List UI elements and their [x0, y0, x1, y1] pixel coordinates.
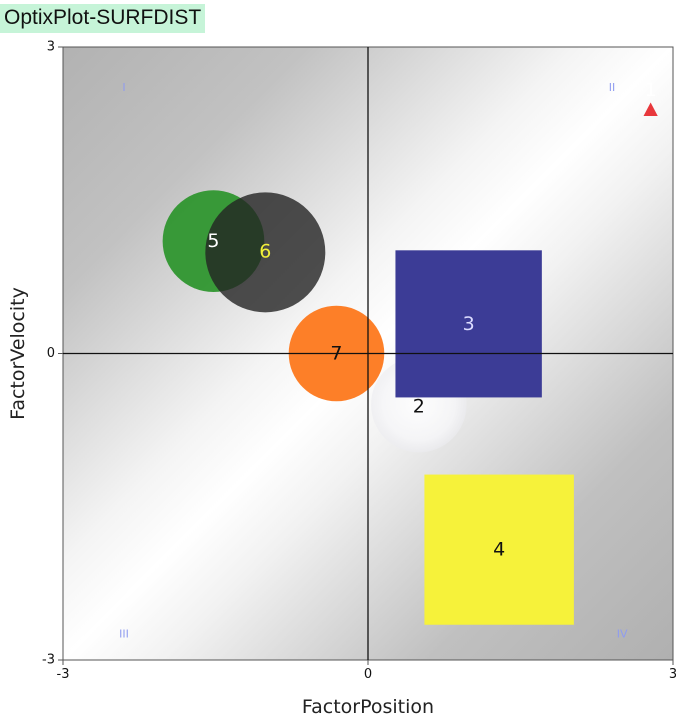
x-tick-label: 0 — [364, 667, 372, 682]
x-tick-label: 3 — [669, 667, 676, 682]
quadrant-label: II — [609, 81, 616, 94]
y-tick-label: -3 — [42, 653, 55, 668]
quadrant-label: III — [119, 627, 129, 640]
point-label-5: 5 — [207, 230, 219, 252]
quadrant-label: I — [122, 81, 125, 94]
point-label-2: 2 — [413, 396, 425, 418]
x-axis-title: FactorPosition — [302, 696, 434, 718]
x-tick-label: -3 — [57, 667, 70, 682]
y-tick-label: 0 — [47, 346, 55, 361]
point-4-square — [424, 474, 574, 625]
quadrant-label: IV — [617, 627, 628, 640]
point-3-square — [395, 250, 542, 398]
point-1-triangle — [643, 102, 658, 117]
point-label-6: 6 — [259, 240, 271, 262]
y-axis-title: FactorVelocity — [7, 287, 29, 420]
y-tick-label: 3 — [47, 40, 55, 55]
point-label-7: 7 — [330, 343, 342, 365]
point-label-1: 1 — [645, 79, 657, 101]
point-label-3: 3 — [463, 313, 475, 335]
point-6-circle — [205, 192, 326, 313]
point-label-4: 4 — [493, 539, 505, 561]
app-title: OptixPlot-SURFDIST — [0, 4, 206, 33]
